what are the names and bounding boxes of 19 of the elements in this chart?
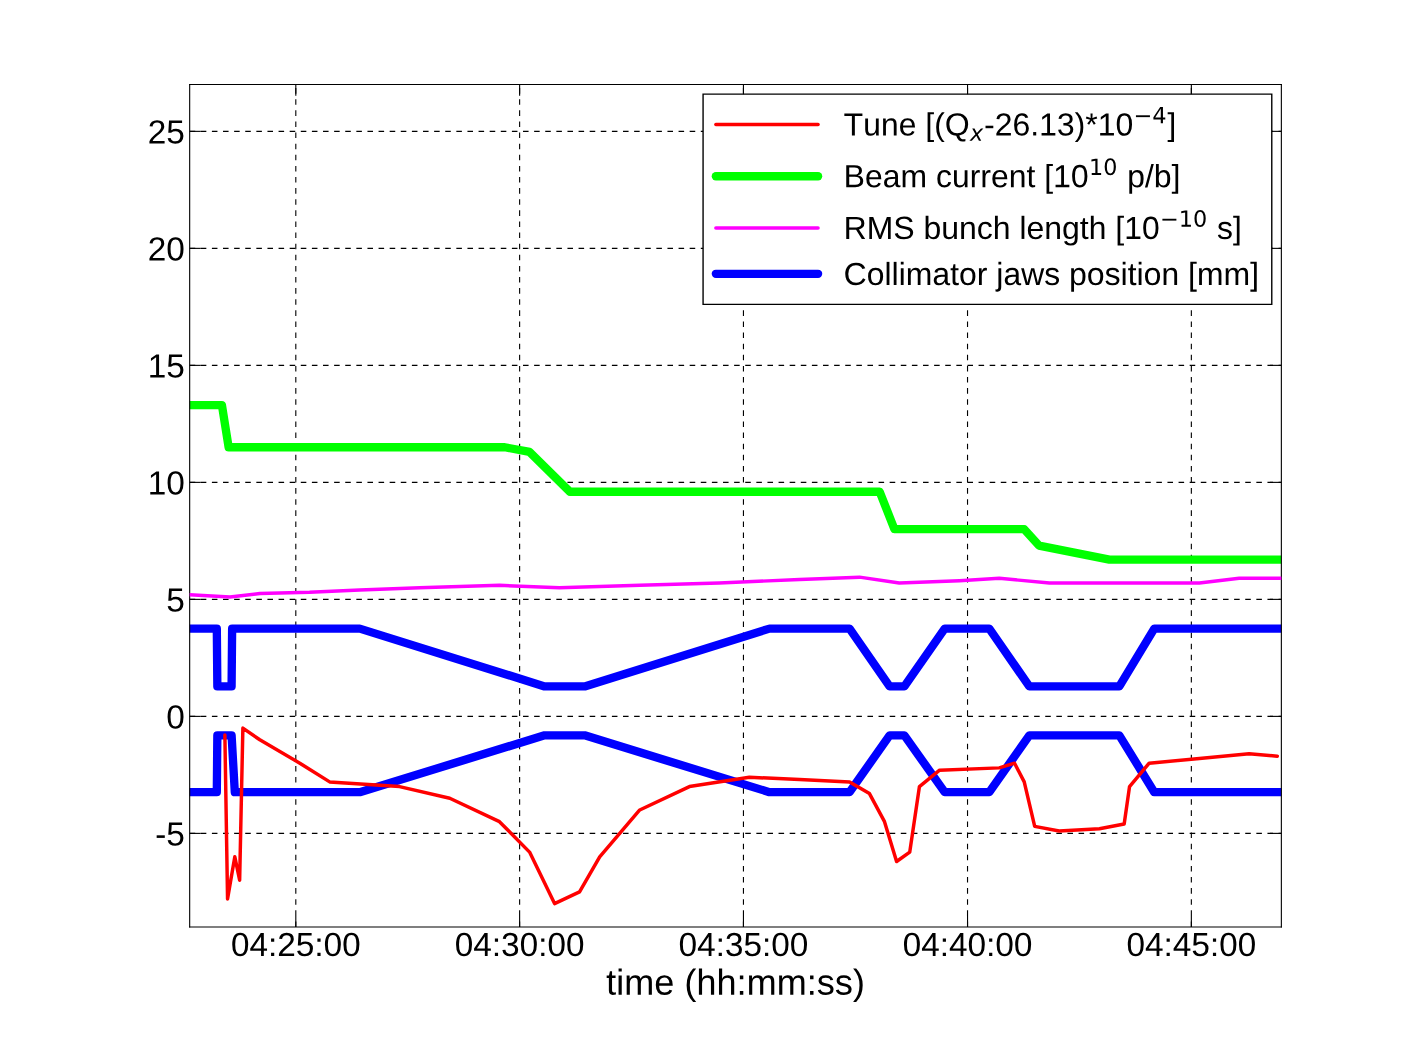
y-tick-label: 0: [167, 705, 184, 729]
y-tick-label: -5: [156, 822, 184, 846]
x-tick-label: 04:40:00: [903, 932, 1032, 957]
x-tick-label: 04:30:00: [456, 932, 584, 957]
legend-label: Collimator jaws position [mm]: [845, 261, 1257, 292]
x-tick-label: 04:25:00: [232, 932, 360, 957]
x-axis-title: time (hh:mm:ss): [606, 968, 863, 1003]
y-tick-label: 25: [149, 120, 184, 144]
legend-label: Beam current [10$^{10}$ p/b]: [846, 158, 1179, 194]
legend-label: Tune [(Q$_{x}$-26.13)*10$^{−4}$]: [844, 106, 1175, 143]
y-tick-label: 20: [149, 237, 184, 261]
y-tick-label: 5: [167, 588, 184, 612]
y-tick-label: 10: [150, 471, 184, 495]
line-series: [189, 575, 1282, 599]
x-tick-label: 04:45:00: [1127, 932, 1255, 957]
legend-label: RMS bunch length [10$^{−10}$ s]: [846, 210, 1240, 246]
y-tick-label: 15: [150, 354, 184, 378]
x-tick-label: 04:35:00: [679, 932, 808, 957]
line-series: [223, 726, 1280, 906]
